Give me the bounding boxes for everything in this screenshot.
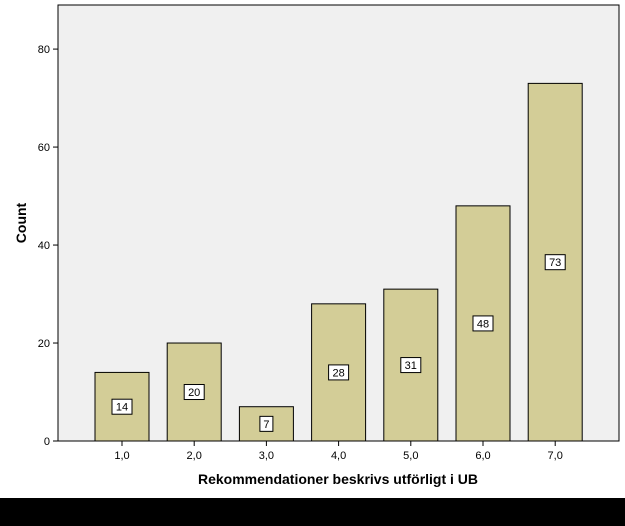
data-label: 48 xyxy=(477,318,489,330)
x-tick-label: 5,0 xyxy=(403,450,418,462)
data-label: 73 xyxy=(549,257,561,269)
data-label-box xyxy=(183,384,205,401)
data-labels-group: 14 20 7 28 31 48 73 xyxy=(111,254,566,432)
bottom-black-band xyxy=(0,498,625,526)
bar-chart: 0 20 40 60 80 1,0 2,0 3,0 4,0 5,0 6,0 7,0 14 20 7 28 3… xyxy=(13,4,620,487)
data-label-box xyxy=(400,357,422,374)
x-tick-label: 4,0 xyxy=(331,450,346,462)
x-tick-label: 3,0 xyxy=(259,450,274,462)
y-axis-title: Count xyxy=(13,202,29,243)
y-tick-label: 40 xyxy=(38,240,50,252)
x-tick-label: 7,0 xyxy=(548,450,563,462)
data-label-box xyxy=(472,315,494,332)
x-tick-label: 6,0 xyxy=(475,450,490,462)
data-label: 20 xyxy=(188,387,200,399)
x-axis: 1,0 2,0 3,0 4,0 5,0 6,0 7,0 xyxy=(114,441,563,462)
x-axis-title: Rekommendationer beskrivs utförligt i UB xyxy=(198,471,478,487)
x-tick-label: 1,0 xyxy=(114,450,129,462)
bar xyxy=(166,342,222,442)
y-tick-label: 20 xyxy=(38,338,50,350)
y-tick-label: 0 xyxy=(44,436,50,448)
y-axis: 0 20 40 60 80 xyxy=(38,44,58,448)
data-label-box xyxy=(259,415,274,432)
data-label: 14 xyxy=(116,402,128,414)
data-label: 28 xyxy=(332,367,344,379)
bars-group xyxy=(94,82,583,442)
data-label: 7 xyxy=(263,419,269,431)
data-label: 31 xyxy=(405,360,417,372)
data-label-box xyxy=(328,364,350,381)
y-tick-label: 80 xyxy=(38,44,50,56)
data-label-box xyxy=(111,398,133,415)
data-label-box xyxy=(544,254,566,271)
x-tick-label: 2,0 xyxy=(187,450,202,462)
y-tick-label: 60 xyxy=(38,142,50,154)
